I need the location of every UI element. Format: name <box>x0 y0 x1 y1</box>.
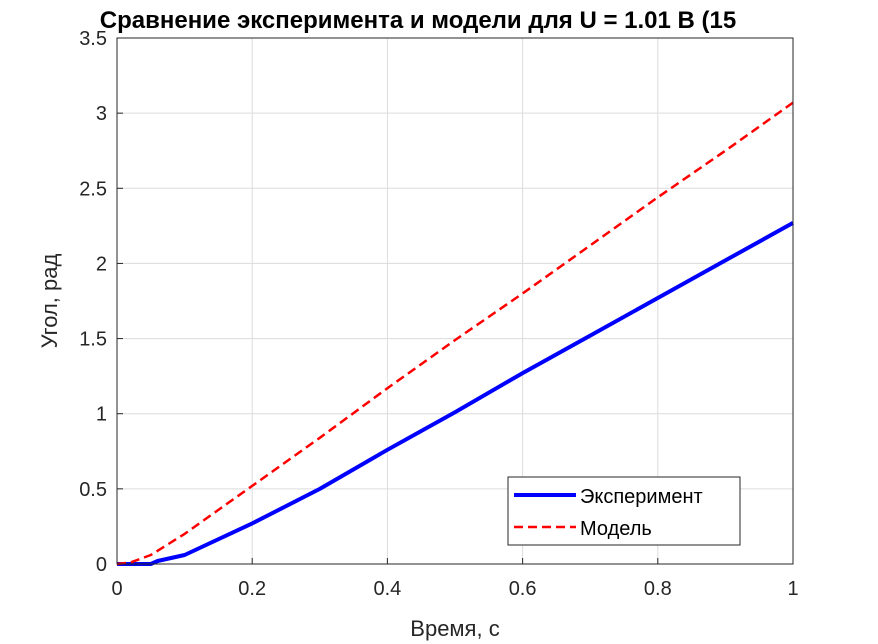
y-tick-label: 1 <box>96 404 107 426</box>
series-layer <box>116 101 794 566</box>
x-tick-label: 0 <box>111 578 122 600</box>
x-tick-label: 0.2 <box>238 578 266 600</box>
series-line-model <box>116 101 794 566</box>
y-tick-label: 0.5 <box>79 479 107 501</box>
y-tick-label: 2 <box>96 253 107 275</box>
x-tick-label: 0.8 <box>644 578 672 600</box>
y-tick-label: 2.5 <box>79 178 107 200</box>
chart-title: Сравнение эксперимента и модели для U = … <box>100 7 736 34</box>
y-tick-label: 0 <box>96 554 107 576</box>
legend: Эксперимент Модель <box>507 476 741 546</box>
y-tick-label: 1.5 <box>79 329 107 351</box>
series-line-experiment <box>117 221 794 566</box>
x-tick-label: 0.4 <box>373 578 401 600</box>
x-tick-label: 0.6 <box>509 578 537 600</box>
y-tick-label: 3 <box>96 103 107 125</box>
y-tick-label: 3.5 <box>79 28 107 50</box>
axes-box <box>116 37 794 565</box>
x-axis-label: Время, с <box>410 616 499 641</box>
plot-area <box>117 38 793 564</box>
x-tick-label: 1 <box>787 578 798 600</box>
y-axis-label: Угол, рад <box>37 254 62 349</box>
legend-box <box>507 476 741 546</box>
legend-label-experiment: Эксперимент <box>580 486 703 508</box>
ticks: 0 0.2 0.4 0.6 0.8 1 0 0.5 1 1.5 2 2.5 3 3.5 <box>79 28 798 600</box>
legend-label-model: Модель <box>580 518 652 540</box>
